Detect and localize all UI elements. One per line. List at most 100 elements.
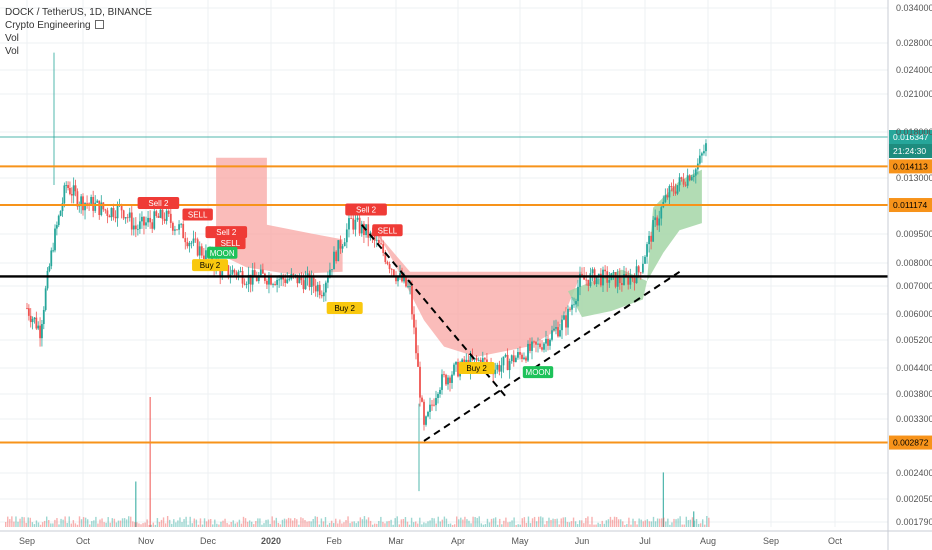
- volume-bar: [415, 521, 417, 527]
- volume-bar: [216, 523, 218, 527]
- level-tag: [889, 198, 932, 213]
- volume-bar: [601, 520, 603, 527]
- volume-bar: [363, 516, 366, 527]
- volume-bar: [579, 520, 581, 527]
- volume-bar: [445, 518, 448, 527]
- candle-body: [500, 365, 503, 372]
- candle-body: [587, 279, 590, 286]
- candle-body: [110, 207, 113, 218]
- volume-bar: [632, 518, 634, 527]
- volume-bar: [511, 520, 513, 527]
- volume-bar: [271, 516, 273, 527]
- symbol-line[interactable]: DOCK / TetherUS, 1D, BINANCE: [5, 7, 153, 18]
- candle-body: [235, 272, 238, 276]
- volume-bar: [501, 524, 503, 527]
- volume-bar: [525, 522, 528, 527]
- candle-body: [112, 207, 115, 217]
- indicator-crypto-engineering[interactable]: Crypto Engineering: [5, 19, 152, 32]
- volume-bar: [497, 524, 499, 527]
- volume-bar: [597, 522, 599, 527]
- volume-bar: [603, 523, 605, 527]
- info-icon[interactable]: [95, 20, 105, 29]
- candle-body: [82, 196, 84, 211]
- candle-body: [413, 314, 415, 328]
- candle-body: [141, 216, 143, 222]
- candle-body: [194, 238, 197, 240]
- signal-label-buy: [458, 362, 495, 374]
- candle-body: [431, 404, 433, 406]
- volume-bar: [87, 519, 89, 527]
- volume-bar: [337, 523, 339, 527]
- volume-bar: [396, 516, 398, 527]
- candle-body: [52, 250, 55, 252]
- volume-bar: [382, 521, 384, 527]
- volume-bar: [523, 517, 526, 527]
- volume-bar: [304, 519, 306, 527]
- candle-body: [48, 266, 51, 271]
- volume-bar: [624, 524, 626, 527]
- candle-body: [90, 196, 93, 204]
- volume-bar: [675, 519, 677, 527]
- volume-bar: [402, 518, 405, 527]
- candle-body: [136, 228, 139, 230]
- volume-bar: [697, 523, 700, 527]
- volume-bar: [425, 523, 427, 527]
- candle-body: [504, 354, 507, 357]
- candle-body: [575, 301, 577, 305]
- volume-bar: [46, 516, 48, 527]
- volume-bar: [615, 517, 618, 527]
- volume-bar: [531, 518, 534, 527]
- volume-bar: [449, 523, 452, 527]
- volume-bar: [185, 516, 187, 527]
- candle-body: [399, 273, 401, 277]
- candle-body: [547, 338, 549, 346]
- candle-body: [629, 276, 632, 285]
- volume-bar: [283, 518, 286, 527]
- candle-body: [439, 389, 441, 394]
- volume-bar: [7, 516, 9, 527]
- chart-legend: DOCK / TetherUS, 1D, BINANCE Crypto Engi…: [5, 6, 152, 58]
- volume-bar: [673, 518, 675, 527]
- volume-bar: [236, 522, 239, 527]
- volume-bar: [404, 517, 407, 527]
- indicator-vol-1[interactable]: Vol: [5, 33, 19, 44]
- candle-body: [184, 238, 187, 243]
- volume-bar: [41, 522, 44, 527]
- candle-body: [200, 246, 203, 256]
- candle-body: [527, 343, 529, 361]
- volume-bar: [210, 519, 212, 527]
- candle-body: [253, 270, 256, 277]
- volume-bar: [677, 518, 679, 527]
- candle-body: [429, 404, 431, 412]
- indicator-name: Crypto Engineering: [5, 20, 91, 31]
- volume-bar: [136, 522, 138, 527]
- candle-body: [233, 269, 236, 273]
- candle-body: [202, 255, 205, 260]
- volume-bar: [162, 517, 165, 527]
- candle-body: [272, 284, 274, 285]
- signal-text: MOON: [210, 249, 235, 258]
- candle-body: [567, 308, 569, 328]
- volume-bar: [150, 524, 152, 527]
- candle-body: [302, 280, 305, 290]
- candle-body: [684, 184, 687, 186]
- volume-bar: [587, 516, 589, 527]
- volume-bar: [308, 521, 310, 527]
- candle-body: [455, 361, 457, 365]
- volume-bar: [171, 523, 173, 527]
- signal-label-sell: [137, 197, 180, 210]
- signal-label-buy: [192, 259, 229, 272]
- candle-body: [581, 273, 583, 276]
- volume-bar: [663, 517, 665, 527]
- indicator-vol-2[interactable]: Vol: [5, 46, 19, 57]
- volume-bar: [253, 524, 255, 527]
- volume-bar: [148, 524, 150, 527]
- candle-body: [686, 175, 689, 186]
- candle-body: [130, 212, 133, 230]
- candle-body: [50, 250, 53, 267]
- volume-bar: [298, 524, 300, 527]
- candle-body: [384, 252, 387, 263]
- candle-body: [320, 295, 323, 297]
- current-price-tag: [889, 130, 932, 144]
